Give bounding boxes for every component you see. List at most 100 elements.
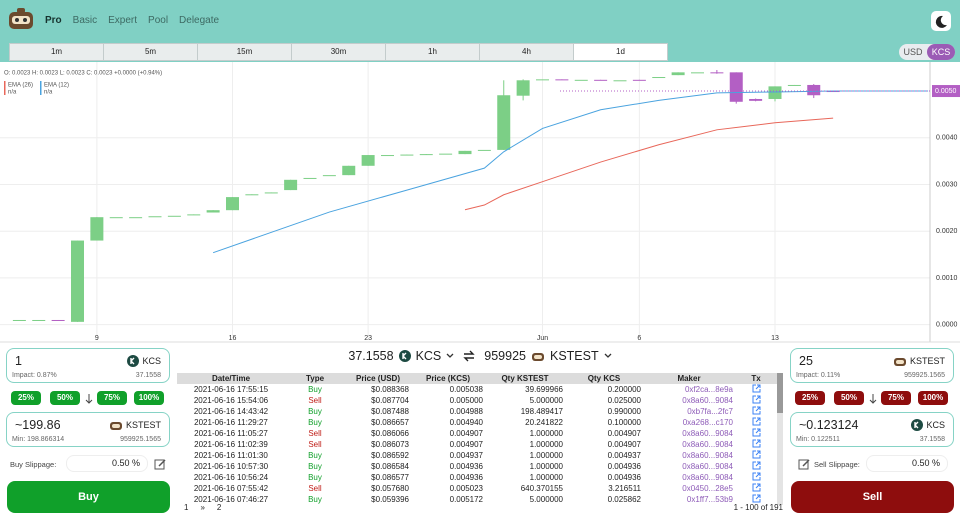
nav-tab[interactable]: Pro (45, 15, 62, 26)
arrow-icon (85, 392, 93, 410)
currency-option[interactable]: USD (903, 47, 923, 57)
icon-part (127, 355, 140, 367)
column-header: Date/Time (177, 373, 285, 384)
icon-part (752, 384, 760, 393)
base-token[interactable]: KCS (415, 349, 442, 363)
percent-button[interactable]: 50% (50, 391, 80, 405)
maker-link[interactable]: 0xa268...c170 (682, 418, 733, 427)
percent-button[interactable]: 50% (834, 391, 864, 405)
trade-row[interactable]: 2021-06-16 11:02:39 Sell $0.086073 0.004907… (177, 439, 777, 450)
quote-token[interactable]: KSTEST (549, 349, 599, 363)
trade-row[interactable]: 2021-06-16 17:55:15 Buy $0.088368 0.005038 3… (177, 384, 777, 395)
maker-link[interactable]: 0x8a60...9084 (682, 451, 733, 460)
tx-link[interactable] (735, 395, 777, 406)
percent-button[interactable]: 75% (97, 391, 127, 405)
logo (9, 8, 33, 29)
timeframe-button[interactable]: 4h (479, 43, 574, 61)
nav-tab[interactable]: Expert (108, 15, 138, 26)
timeframe-button[interactable]: 15m (197, 43, 292, 61)
trade-button[interactable]: Buy (7, 481, 170, 513)
slippage-input[interactable]: 0.50 % (66, 455, 148, 472)
icon-part (401, 352, 407, 360)
trade-row[interactable]: 2021-06-16 15:54:06 Sell $0.087704 0.005000… (177, 395, 777, 406)
maker-link[interactable]: 0xb7fa...2fc7 (687, 407, 733, 416)
maker-link[interactable]: 0x8a60...9084 (682, 462, 733, 471)
trade-row[interactable]: 2021-06-16 10:56:24 Buy $0.086577 0.004936 1… (177, 472, 777, 483)
tbody: 2021-06-16 17:55:15 Buy $0.088368 0.005038 3… (177, 384, 777, 505)
tx-link[interactable] (735, 439, 777, 450)
trade-row[interactable]: 2021-06-16 10:57:30 Buy $0.086584 0.004936 1… (177, 461, 777, 472)
percent-button[interactable]: 25% (795, 391, 825, 405)
candle-body (90, 217, 104, 241)
trade-button[interactable]: Sell (791, 481, 954, 513)
icon-part (752, 384, 760, 393)
tx-link[interactable] (735, 384, 777, 395)
icon-part (752, 428, 760, 437)
x-tick-label: 16 (229, 335, 237, 342)
cell: 2021-06-16 07:55:42 (193, 484, 269, 493)
candle-body (245, 194, 259, 196)
icon-part (398, 350, 411, 362)
input-box[interactable]: 25 KSTEST Impact: 0.11% 959925.1565 (790, 348, 954, 383)
candle-body (632, 79, 646, 81)
maker-link[interactable]: 0xf2ca...8e9a (684, 385, 733, 394)
trade-row[interactable]: 2021-06-16 14:43:42 Buy $0.087488 0.004988 1… (177, 406, 777, 417)
timeframe-button[interactable]: 30m (291, 43, 386, 61)
tx-link[interactable] (735, 406, 777, 417)
cell: $0.086657 (371, 418, 409, 427)
percent-button[interactable]: 100% (918, 391, 948, 405)
maker-link[interactable]: 0x8a60...9084 (682, 396, 733, 405)
theme-toggle[interactable] (931, 11, 951, 31)
timeframe-button[interactable]: 1m (9, 43, 104, 61)
swap-icon[interactable] (463, 350, 475, 362)
icon (127, 355, 140, 367)
timeframe-button[interactable]: 1d (573, 43, 668, 61)
nav-tab[interactable]: Delegate (179, 15, 220, 26)
trade-row[interactable]: 2021-06-16 11:29:27 Buy $0.086657 0.004940 2… (177, 417, 777, 428)
slippage-icon[interactable] (154, 457, 166, 475)
candle-body (458, 150, 472, 155)
output-box[interactable]: ~0.123124 KCS Min: 0.122511 37.1558 (790, 412, 954, 447)
slippage-icon[interactable] (798, 457, 810, 475)
cell: Buy (308, 495, 322, 504)
trade-row[interactable]: 2021-06-16 11:05:27 Sell $0.086066 0.004907… (177, 428, 777, 439)
page-link[interactable]: 1 (184, 503, 189, 512)
trade-row[interactable]: 2021-06-16 11:01:30 Buy $0.086592 0.004937 1… (177, 450, 777, 461)
percent-button[interactable]: 100% (134, 391, 164, 405)
percent-button[interactable]: 25% (11, 391, 41, 405)
cell: 2021-06-16 17:55:15 (193, 385, 269, 394)
nav-tab[interactable]: Basic (72, 15, 98, 26)
trade-row[interactable]: 2021-06-16 07:46:27 Buy $0.059396 0.005172 5… (177, 494, 777, 505)
nav-tab[interactable]: Pool (148, 15, 169, 26)
icon-part (777, 373, 783, 413)
page-link[interactable]: » (200, 503, 205, 512)
timeframe-button[interactable]: 5m (103, 43, 198, 61)
nav-tabs: Pro Basic Expert Pool Delegate (45, 15, 219, 26)
tx-link[interactable] (735, 483, 777, 494)
currency-option[interactable]: KCS (927, 44, 955, 60)
tx-link[interactable] (735, 428, 777, 439)
input-box[interactable]: 1 KCS Impact: 0.87% 37.1558 (6, 348, 170, 383)
maker-link[interactable]: 0x8a60...9084 (682, 429, 733, 438)
percent-button[interactable]: 75% (881, 391, 911, 405)
tx-link[interactable] (735, 472, 777, 483)
slippage-input[interactable]: 0.50 % (866, 455, 948, 472)
maker-link[interactable]: 0x1ff7...53b9 (686, 495, 733, 504)
tx-link[interactable] (735, 417, 777, 428)
tx-link[interactable] (735, 450, 777, 461)
scrollbar[interactable] (777, 373, 783, 505)
trade-row[interactable]: 2021-06-16 07:55:42 Sell $0.057680 0.005023… (177, 483, 777, 494)
page-link[interactable]: 2 (216, 503, 222, 512)
maker-link[interactable]: 0x8a60...9084 (682, 440, 733, 449)
tx-link[interactable] (735, 494, 777, 505)
output-box[interactable]: ~199.86 KSTEST Min: 198.866314 959925.1565 (6, 412, 170, 447)
cell: Buy (308, 462, 322, 471)
maker-link[interactable]: 0x8a60...9084 (682, 473, 733, 482)
timeframe-button[interactable]: 1h (385, 43, 480, 61)
cell: 20.241822 (525, 418, 563, 427)
cell: Sell (308, 396, 322, 405)
tx-link[interactable] (735, 461, 777, 472)
maker-link[interactable]: 0x0450...28e5 (682, 484, 733, 493)
legend-name: EMA (12) (44, 83, 69, 89)
